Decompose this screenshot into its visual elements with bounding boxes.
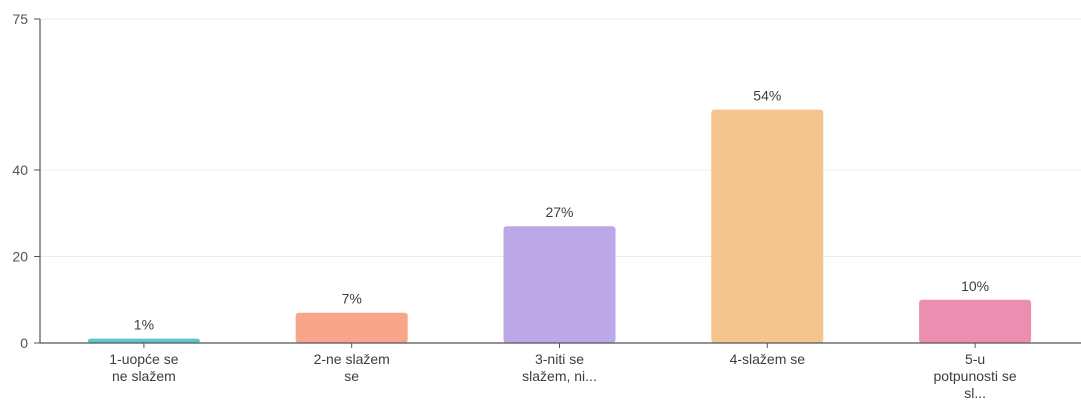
x-tick-label: potpunosti se [933, 368, 1016, 384]
x-tick-label: 2-ne slažem [314, 351, 390, 367]
x-tick-label: 4-slažem se [730, 351, 806, 367]
y-tick-label: 40 [12, 162, 28, 178]
data-label: 10% [961, 278, 989, 294]
x-tick-label: sl... [964, 385, 986, 401]
bars: 1% 7% 27% 54% 10% [87, 88, 1032, 343]
x-tick-label: se [344, 368, 359, 384]
bar[interactable] [295, 312, 408, 343]
y-axis: 0 20 40 75 [12, 11, 41, 351]
y-tick-label: 75 [12, 11, 28, 27]
x-tick-label: 5-u [965, 351, 985, 367]
bar[interactable] [919, 299, 1032, 343]
data-label: 54% [753, 88, 781, 104]
data-label: 7% [342, 291, 362, 307]
x-tick-label: ne slažem [112, 368, 176, 384]
x-tick-label: 1-uopće se [109, 351, 178, 367]
bar[interactable] [87, 338, 200, 343]
y-tick-label: 0 [20, 335, 28, 351]
data-label: 27% [545, 204, 573, 220]
bar[interactable] [711, 109, 824, 343]
x-tick-label: 3-niti se [535, 351, 584, 367]
bar[interactable] [503, 226, 616, 343]
gridlines [40, 18, 1081, 257]
x-tick-label: slažem, ni... [522, 368, 597, 384]
data-label: 1% [134, 317, 154, 333]
y-tick-label: 20 [12, 249, 28, 265]
